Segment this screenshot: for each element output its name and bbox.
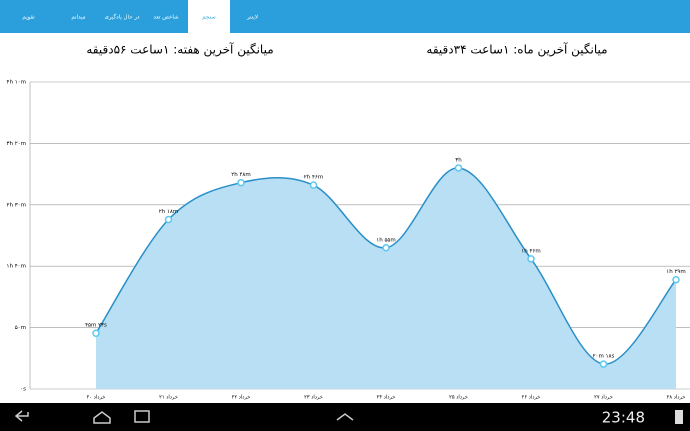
- data-point: [527, 255, 535, 263]
- x-tick-label: ۲۰ خرداد: [87, 395, 106, 401]
- data-point: [164, 215, 173, 224]
- clock: 23:48: [602, 409, 645, 427]
- tab[interactable]: میدانم: [71, 15, 85, 21]
- y-tick-label: ۰s: [20, 387, 26, 393]
- data-point: [599, 360, 608, 368]
- week-average: میانگین آخرین هفته: ۱ساعت ۵۶دقیقه: [86, 42, 273, 58]
- tab[interactable]: لایتنر: [246, 15, 258, 21]
- data-point: [309, 181, 318, 189]
- tab-selected-bg: [188, 0, 230, 33]
- value-label: ۳h: [455, 157, 462, 163]
- data-point: [92, 329, 100, 337]
- value-label: ۲h ۴۸m: [231, 172, 250, 178]
- x-tick-label: ۲۲ خرداد: [232, 395, 251, 401]
- y-tick-label: ۱h ۴۰m: [7, 264, 26, 270]
- y-tick-label: ۳h ۲۰m: [7, 141, 26, 147]
- tab[interactable]: شاخص تعد: [153, 15, 179, 21]
- y-tick-label: ۲h ۳۰m: [7, 202, 26, 208]
- tab-bar: [0, 0, 690, 33]
- battery-icon: [675, 410, 683, 424]
- y-tick-label: ۵۰m: [15, 325, 26, 331]
- data-point: [672, 275, 680, 284]
- back-button[interactable]: [14, 410, 29, 422]
- value-label: ۴۵m ۲۳s: [85, 323, 107, 329]
- x-tick-label: ۲۶ خرداد: [522, 395, 541, 401]
- tab[interactable]: سنجم: [202, 15, 216, 21]
- x-tick-label: ۲۴ خرداد: [377, 395, 396, 401]
- x-tick-label: ۲۷ خرداد: [594, 395, 613, 401]
- home-button[interactable]: [93, 411, 111, 424]
- x-tick-label: ۲۵ خرداد: [449, 395, 468, 401]
- value-label: ۲h ۱۸m: [159, 209, 178, 215]
- y-tick-label: ۴h ۱۰m: [7, 80, 26, 86]
- area-fill: [96, 167, 676, 389]
- data-point: [454, 164, 463, 172]
- tab[interactable]: در حال یادگیری: [105, 14, 140, 21]
- x-tick-label: ۲۸ خرداد: [667, 395, 686, 401]
- line: [95, 167, 677, 365]
- data-point: [237, 178, 245, 187]
- x-tick-label: ۲۱ خرداد: [159, 395, 178, 401]
- data-point: [382, 244, 390, 252]
- tab[interactable]: تقویم: [22, 15, 35, 21]
- x-tick-label: ۲۳ خرداد: [304, 395, 323, 401]
- value-label: ۱h ۲۹m: [666, 269, 685, 275]
- value-label: ۲h ۴۶m: [304, 175, 323, 181]
- recent-button[interactable]: [134, 410, 150, 423]
- value-label: ۲۰m ۱۸s: [593, 354, 615, 360]
- value-label: ۱h ۵۵m: [376, 237, 395, 243]
- value-label: ۱h ۴۶m: [521, 248, 540, 254]
- nav-bar: [0, 403, 690, 431]
- menu-button[interactable]: [336, 413, 354, 421]
- month-average: میانگین آخرین ماه: ۱ساعت ۳۴دقیقه: [426, 42, 607, 58]
